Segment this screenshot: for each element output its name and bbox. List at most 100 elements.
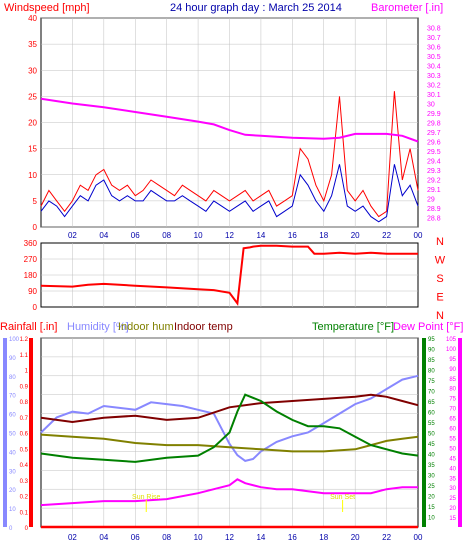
dewpoint-tick: 45 bbox=[449, 456, 456, 462]
humidity-tick: 100 bbox=[9, 337, 20, 343]
rainfall-tick: 1 bbox=[25, 369, 29, 375]
dewpoint-tick: 65 bbox=[449, 417, 456, 423]
dewpoint-tick: 55 bbox=[449, 436, 456, 442]
rainfall-axis-bar bbox=[29, 338, 33, 527]
sunrise-label: Sun Rise bbox=[132, 494, 161, 501]
rainfall-tick: 1.1 bbox=[20, 353, 29, 359]
windspeed-tick: 35 bbox=[28, 40, 37, 49]
hour-tick: 18 bbox=[319, 231, 328, 240]
hour-tick: 22 bbox=[382, 533, 391, 542]
barometer-tick: 29.1 bbox=[427, 187, 441, 194]
temperature-tick: 70 bbox=[428, 390, 435, 396]
dewpoint-tick: 100 bbox=[446, 347, 457, 353]
temperature-tick: 75 bbox=[428, 379, 435, 385]
indoor_hum-line bbox=[40, 433, 419, 453]
chart-title: 24 hour graph day : March 25 2014 bbox=[170, 2, 342, 14]
barometer-tick: 30.2 bbox=[427, 83, 441, 90]
compass-label: E bbox=[436, 292, 443, 304]
hour-tick: 18 bbox=[319, 533, 328, 542]
direction-tick: 90 bbox=[28, 287, 37, 296]
dewpoint-tick: 85 bbox=[449, 377, 456, 383]
barometer-tick: 29.2 bbox=[427, 178, 441, 185]
direction-tick: 360 bbox=[24, 239, 38, 248]
compass-label: N bbox=[436, 310, 444, 322]
dewpoint-tick: 95 bbox=[449, 357, 456, 363]
hour-tick: 12 bbox=[225, 231, 234, 240]
windspeed-tick: 40 bbox=[28, 14, 37, 23]
hour-tick: 00 bbox=[414, 231, 423, 240]
dewpoint-tick: 25 bbox=[449, 496, 456, 502]
compass-label: W bbox=[435, 255, 446, 267]
direction-tick: 0 bbox=[33, 303, 38, 312]
temperature-tick: 95 bbox=[428, 337, 435, 343]
humidity-tick: 20 bbox=[9, 488, 16, 494]
barometer-tick: 29.4 bbox=[427, 159, 441, 166]
dewpoint-tick: 35 bbox=[449, 476, 456, 482]
barometer-line bbox=[40, 97, 419, 143]
windspeed-tick: 20 bbox=[28, 119, 37, 128]
compass-label: N bbox=[436, 236, 444, 248]
temperature-tick: 20 bbox=[428, 495, 435, 501]
dewpoint-tick: 60 bbox=[449, 427, 456, 433]
sunrise-marker: Sun Rise bbox=[132, 494, 161, 512]
temperature-tick: 25 bbox=[428, 484, 435, 490]
dewpoint-tick: 50 bbox=[449, 446, 456, 452]
indoor_temp-line bbox=[40, 393, 419, 424]
windspeed-axis-title: Windspeed [mph] bbox=[4, 2, 90, 14]
windspeed-tick: 5 bbox=[33, 197, 38, 206]
barometer-tick: 30.4 bbox=[427, 64, 441, 71]
barometer-tick: 30.5 bbox=[427, 54, 441, 61]
barometer-tick: 30.8 bbox=[427, 26, 441, 33]
sunset-label: Sun Set bbox=[330, 494, 355, 501]
rainfall-tick: 0.8 bbox=[20, 400, 29, 406]
rainfall-tick: 0.2 bbox=[20, 495, 29, 501]
barometer-tick: 30.3 bbox=[427, 73, 441, 80]
dewpoint-tick: 15 bbox=[449, 516, 456, 522]
rainfall-tick: 0.3 bbox=[20, 479, 29, 485]
series-lines bbox=[40, 91, 419, 529]
barometer-tick: 29.3 bbox=[427, 168, 441, 175]
barometer-tick: 29.6 bbox=[427, 140, 441, 147]
hour-tick: 22 bbox=[382, 231, 391, 240]
windspeed-tick: 30 bbox=[28, 66, 37, 75]
humidity-tick: 80 bbox=[9, 375, 16, 381]
hour-tick: 08 bbox=[162, 231, 171, 240]
hour-tick: 06 bbox=[131, 533, 140, 542]
humidity-axis-bar bbox=[3, 338, 7, 527]
hour-tick: 02 bbox=[68, 231, 77, 240]
hour-tick: 14 bbox=[256, 231, 265, 240]
hour-tick: 20 bbox=[351, 231, 360, 240]
temperature-line bbox=[40, 393, 419, 463]
rainfall-tick: 0 bbox=[25, 526, 29, 532]
dew-point-legend: Dew Point [°F] bbox=[393, 321, 463, 333]
hour-tick: 10 bbox=[194, 231, 203, 240]
barometer-tick: 29.8 bbox=[427, 121, 441, 128]
barometer-tick: 29.5 bbox=[427, 149, 441, 156]
rainfall-tick: 1.2 bbox=[20, 337, 29, 343]
temperature-tick: 35 bbox=[428, 463, 435, 469]
hour-tick: 04 bbox=[99, 231, 108, 240]
hour-tick: 14 bbox=[256, 533, 265, 542]
humidity-tick: 0 bbox=[9, 526, 13, 532]
tick-labels: 051015202530354028.828.92929.129.229.329… bbox=[9, 14, 457, 542]
dewpoint-tick: 20 bbox=[449, 506, 456, 512]
windspeed-tick: 25 bbox=[28, 92, 37, 101]
humidity-tick: 30 bbox=[9, 469, 16, 475]
barometer-tick: 29.9 bbox=[427, 111, 441, 118]
barometer-tick: 28.8 bbox=[427, 216, 441, 223]
hour-tick: 00 bbox=[414, 533, 423, 542]
temperature-tick: 45 bbox=[428, 442, 435, 448]
dewpoint-tick: 105 bbox=[446, 337, 457, 343]
windspeed-tick: 10 bbox=[28, 171, 37, 180]
wind-direction-line bbox=[40, 244, 418, 307]
windspeed-tick: 0 bbox=[33, 223, 38, 232]
barometer-tick: 29.7 bbox=[427, 130, 441, 137]
barometer-tick: 30.6 bbox=[427, 45, 441, 52]
indoor-temp-legend: Indoor temp bbox=[174, 321, 233, 333]
dewpoint-tick: 90 bbox=[449, 367, 456, 373]
temperature-tick: 40 bbox=[428, 453, 435, 459]
temperature-legend: Temperature [°F] bbox=[312, 321, 394, 333]
rainfall-tick: 0.9 bbox=[20, 384, 29, 390]
rainfall-legend: Rainfall [.in] bbox=[0, 321, 57, 333]
